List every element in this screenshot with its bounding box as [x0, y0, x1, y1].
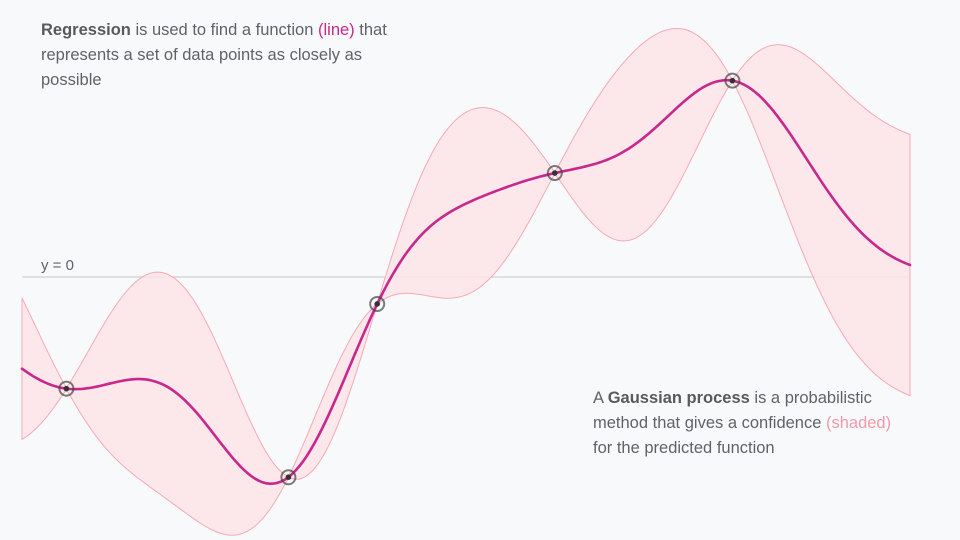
gaussian-caption-start: A	[593, 389, 608, 407]
axis-label: y = 0	[41, 257, 74, 274]
data-point-dot	[63, 385, 70, 392]
data-point-ring	[58, 380, 75, 397]
data-point-dot	[374, 301, 381, 307]
data-point-ring	[280, 469, 297, 486]
data-point-3	[369, 295, 386, 312]
data-point-dot	[285, 474, 292, 481]
data-points	[58, 72, 741, 486]
data-point-ring	[369, 295, 386, 312]
data-point-5	[724, 72, 741, 89]
gaussian-caption-text: is a probabilistic method that gives a c…	[593, 389, 872, 432]
data-point-1	[58, 380, 75, 397]
gaussian-caption-text-end: for the predicted function	[593, 439, 775, 457]
confidence-band	[21, 27, 911, 536]
data-point-4	[546, 165, 563, 182]
line-keyword: (line)	[318, 21, 355, 39]
data-point-ring	[724, 72, 741, 89]
data-point-ring	[546, 165, 563, 182]
gaussian-process-term: Gaussian process	[607, 389, 750, 407]
data-point-2	[280, 469, 297, 486]
regression-caption-text: is used to find a function	[130, 21, 318, 39]
regression-term: Regression	[41, 21, 131, 39]
regression-line	[20, 78, 912, 486]
data-point-dot	[552, 170, 558, 176]
regression-caption-text-end: that represents a set of data points as …	[41, 21, 387, 89]
regression-caption: Regression is used to find a function (l…	[41, 18, 401, 93]
shaded-keyword: (shaded)	[825, 414, 892, 432]
gaussian-caption: A Gaussian process is a probabilistic me…	[593, 386, 893, 461]
data-point-dot	[729, 77, 736, 84]
